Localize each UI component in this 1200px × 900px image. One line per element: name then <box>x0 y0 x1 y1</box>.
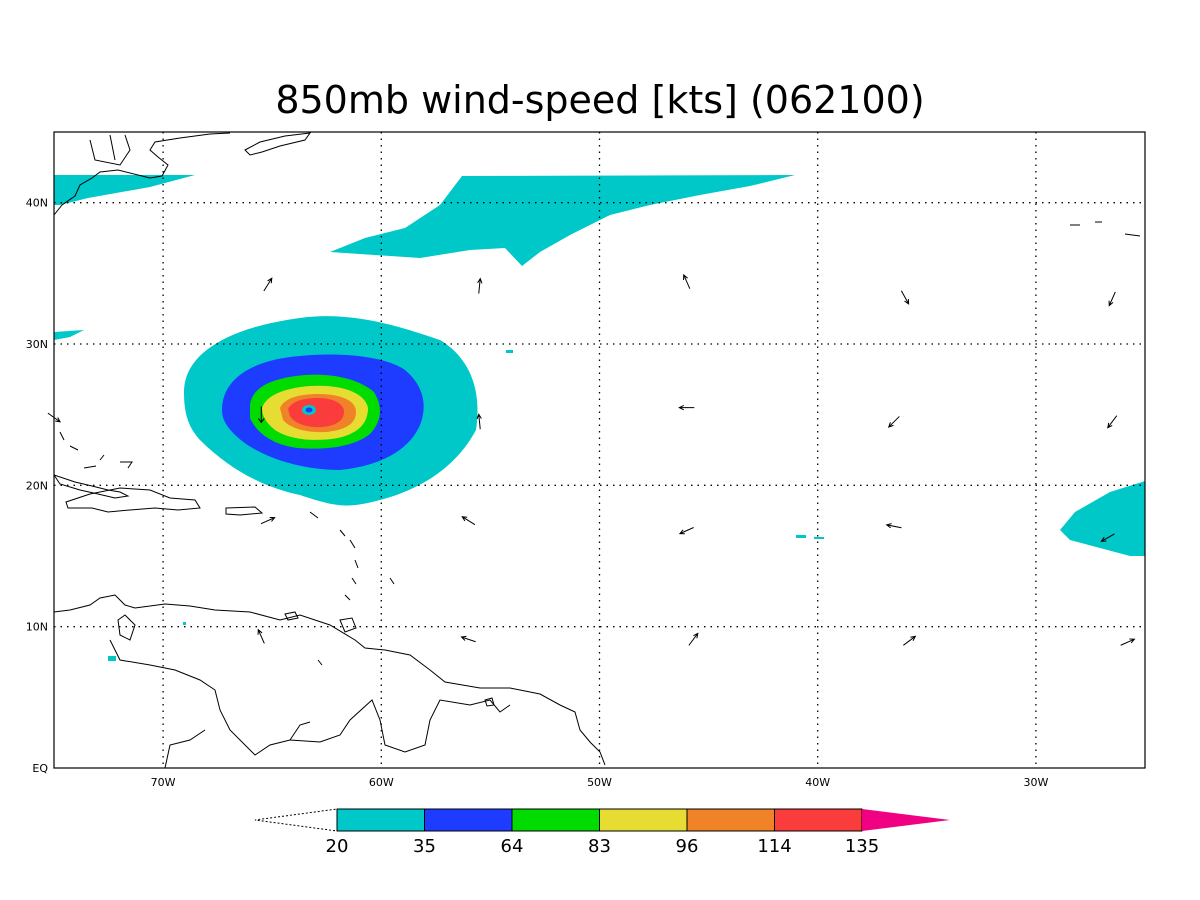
colorbar-over-triangle <box>862 809 950 831</box>
map-frame <box>53 131 1146 769</box>
coast-north-america <box>54 132 231 216</box>
wind-vector-arrow <box>683 273 691 289</box>
wind-vector-arrow <box>678 527 694 535</box>
wind-vector-arrow <box>688 632 699 646</box>
wind-band-114 <box>288 398 344 428</box>
wind-vector-arrow <box>263 277 273 292</box>
lon-tick-label: 50W <box>587 776 612 789</box>
colorbar-swatch <box>774 808 863 832</box>
lon-tick-label: 30W <box>1023 776 1048 789</box>
coast-bahamas <box>59 431 133 469</box>
map-title: 850mb wind-speed [kts] (062100) <box>275 78 925 122</box>
colorbar-label: 83 <box>588 836 611 857</box>
coast-lake-maracaibo <box>117 614 136 641</box>
coast-lesser-antilles <box>309 511 395 601</box>
wind-band-20-northeast <box>330 175 795 266</box>
colorbar-swatch <box>336 808 425 832</box>
coast-puerto-rico <box>225 506 264 516</box>
wind-speck <box>183 622 186 625</box>
coast-hispaniola <box>65 487 201 513</box>
wind-speck <box>814 537 824 539</box>
colorbar-label: 64 <box>501 836 524 857</box>
wind-vector-arrow <box>460 635 476 643</box>
lat-tick-label: EQ <box>32 762 48 775</box>
wind-vector-arrow <box>1107 415 1118 429</box>
colorbar-label: 96 <box>676 836 699 857</box>
axis-labels: 70W 60W 50W 40W 30W EQ 10N 20N 30N 40N <box>26 197 1049 789</box>
coast-inland-borders <box>109 639 511 768</box>
wind-speck <box>796 535 806 538</box>
colorbar-label: 20 <box>326 836 349 857</box>
coast-cuba <box>54 474 130 499</box>
lon-tick-label: 40W <box>805 776 830 789</box>
wind-vector-layer <box>47 273 1136 646</box>
wind-vector-arrow <box>900 290 910 305</box>
lon-tick-label: 70W <box>151 776 176 789</box>
wind-fill-layer <box>54 175 1145 661</box>
wind-vector-arrow <box>1120 638 1136 646</box>
coast-nova-scotia <box>244 132 312 156</box>
wind-vector-arrow <box>257 628 265 644</box>
wind-vector-arrow <box>1100 533 1115 542</box>
colorbar-label: 114 <box>757 836 791 857</box>
lat-tick-label: 40N <box>26 197 48 210</box>
colorbar-swatch <box>511 808 600 832</box>
colorbar-label: 35 <box>413 836 436 857</box>
wind-vector-arrow <box>885 523 902 529</box>
coast-trinidad <box>339 617 357 633</box>
lat-tick-label: 10N <box>26 621 48 634</box>
colorbar-swatch <box>599 808 688 832</box>
wind-speck <box>108 656 116 661</box>
lat-tick-label: 20N <box>26 479 48 492</box>
wind-vector-arrow <box>461 516 476 526</box>
lon-tick-label: 60W <box>369 776 394 789</box>
coast-new-england <box>89 134 131 166</box>
colorbar-swatch <box>424 808 513 832</box>
wind-vector-arrow <box>1108 291 1116 307</box>
wind-speck <box>506 350 513 353</box>
storm-eye <box>305 407 313 413</box>
wind-band-20-east <box>1060 481 1145 556</box>
colorbar-swatch <box>686 808 775 832</box>
wind-vector-arrow <box>257 406 265 424</box>
colorbar-label: 135 <box>845 836 879 857</box>
wind-vector-arrow <box>477 277 483 294</box>
wind-band-20-northwest <box>54 175 195 205</box>
wind-vector-arrow <box>260 516 276 525</box>
colorbar-under-triangle <box>254 808 338 832</box>
coast-south-america <box>54 594 606 766</box>
wind-vector-arrow <box>903 635 917 646</box>
wind-vector-arrow <box>887 416 900 428</box>
wind-vector-arrow <box>476 413 482 430</box>
coast-small-islands <box>284 221 1141 707</box>
wind-band-20-west <box>54 330 84 340</box>
colorbar: 20 35 64 83 96 114 135 <box>254 808 950 857</box>
coastlines <box>54 132 1141 768</box>
lat-tick-label: 30N <box>26 338 48 351</box>
wind-vector-arrow <box>678 404 695 411</box>
